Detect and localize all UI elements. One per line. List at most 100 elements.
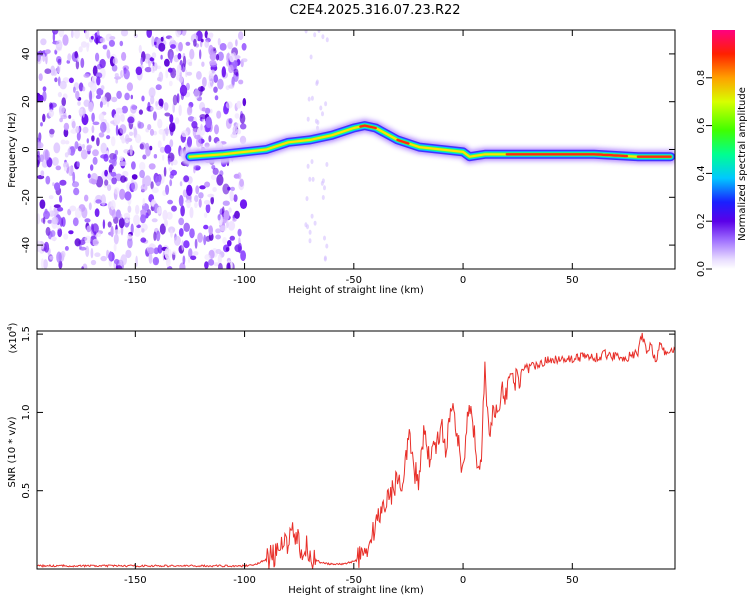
noise-blob	[100, 142, 107, 154]
noise-blob	[86, 42, 90, 48]
noise-blob	[40, 170, 45, 177]
noise-blob	[67, 53, 72, 62]
noise-blob	[92, 156, 98, 165]
noise-blob	[38, 73, 43, 81]
noise-blob	[80, 57, 85, 69]
noise-blob	[308, 176, 312, 182]
noise-blob	[215, 249, 222, 254]
noise-blob	[172, 251, 177, 255]
noise-blob	[114, 73, 119, 78]
noise-blob	[153, 154, 158, 159]
noise-blob	[169, 139, 174, 148]
spectrogram-x-ticks: -150 -100 -50 0 50	[124, 30, 579, 286]
noise-blob	[45, 175, 51, 185]
noise-blob	[196, 71, 202, 80]
noise-blob	[163, 102, 169, 111]
noise-blob	[149, 128, 155, 136]
noise-blob	[233, 68, 239, 76]
noise-blob	[233, 194, 238, 203]
noise-blob	[323, 256, 327, 262]
noise-blob	[42, 86, 47, 92]
noise-blob	[126, 233, 132, 240]
spectrogram-y-tick-label: 0	[21, 146, 32, 152]
noise-blob	[100, 85, 105, 91]
spectrogram-ridge	[180, 116, 675, 166]
noise-blob	[191, 121, 198, 129]
noise-blob	[145, 142, 150, 150]
noise-blob	[195, 185, 200, 195]
noise-blob	[103, 153, 109, 162]
noise-blob	[188, 248, 193, 258]
spectrogram-x-tick-label: -100	[233, 275, 256, 286]
noise-blob	[39, 199, 46, 209]
noise-blob	[68, 77, 74, 84]
noise-blob	[106, 49, 111, 59]
noise-blob	[323, 235, 326, 241]
noise-blob	[130, 104, 137, 114]
noise-blob	[189, 48, 195, 60]
noise-blob	[158, 42, 166, 52]
noise-blob	[120, 30, 129, 37]
noise-blob	[87, 173, 91, 179]
noise-blob	[241, 43, 247, 51]
noise-blob	[164, 144, 172, 154]
noise-blob	[165, 69, 169, 79]
noise-blob	[94, 252, 101, 257]
spectrogram-y-tick-label: 20	[21, 95, 32, 108]
noise-blob	[183, 240, 190, 249]
noise-blob	[241, 58, 248, 63]
noise-blob	[228, 118, 233, 124]
snr-panel: -150 -100 -50 0 50 0.5 1.0 1.5 Height of strai…	[6, 322, 676, 596]
noise-blob	[76, 131, 81, 141]
noise-blob	[319, 105, 323, 111]
noise-blob	[108, 251, 113, 262]
noise-blob	[63, 122, 70, 131]
noise-blob	[42, 53, 46, 62]
noise-blob	[181, 240, 184, 251]
noise-blob	[133, 214, 140, 226]
noise-blob	[99, 37, 106, 43]
noise-blob	[57, 91, 63, 98]
noise-blob	[205, 203, 211, 214]
noise-blob	[149, 57, 155, 62]
noise-blob	[162, 209, 168, 221]
noise-blob	[203, 212, 208, 219]
noise-blob	[168, 80, 173, 87]
noise-blob	[50, 230, 56, 238]
noise-blob	[166, 211, 173, 220]
noise-blob	[151, 187, 159, 194]
noise-blob	[142, 154, 147, 160]
noise-blob	[135, 133, 142, 144]
noise-blob	[227, 240, 232, 247]
noise-blob	[217, 78, 224, 90]
noise-blob	[81, 207, 88, 219]
noise-blob	[323, 185, 326, 191]
noise-blob	[75, 126, 80, 134]
colorbar-ticks: 0.0 0.2 0.4 0.6 0.8	[696, 70, 712, 277]
noise-blob	[73, 187, 80, 196]
noise-blob	[119, 156, 124, 162]
noise-blob	[187, 116, 195, 122]
snr-x-tick-label: 0	[460, 575, 466, 586]
noise-blob	[325, 243, 329, 249]
noise-blob	[189, 228, 195, 239]
noise-blob	[321, 111, 324, 117]
noise-blob	[112, 57, 118, 65]
noise-blob	[64, 152, 69, 158]
noise-blob	[130, 94, 133, 100]
noise-blob	[237, 228, 242, 237]
noise-blob	[75, 59, 80, 70]
noise-blob	[96, 76, 101, 86]
noise-blob	[201, 107, 206, 112]
noise-blob	[198, 198, 202, 208]
noise-blob	[91, 135, 95, 142]
noise-blob	[169, 51, 173, 64]
noise-blob	[92, 121, 100, 126]
noise-blob	[168, 167, 173, 172]
noise-blob	[82, 107, 85, 118]
noise-blob	[37, 213, 41, 225]
noise-blob	[71, 120, 76, 129]
noise-blob	[124, 92, 130, 101]
noise-blob	[138, 44, 142, 54]
noise-blob	[44, 49, 51, 54]
